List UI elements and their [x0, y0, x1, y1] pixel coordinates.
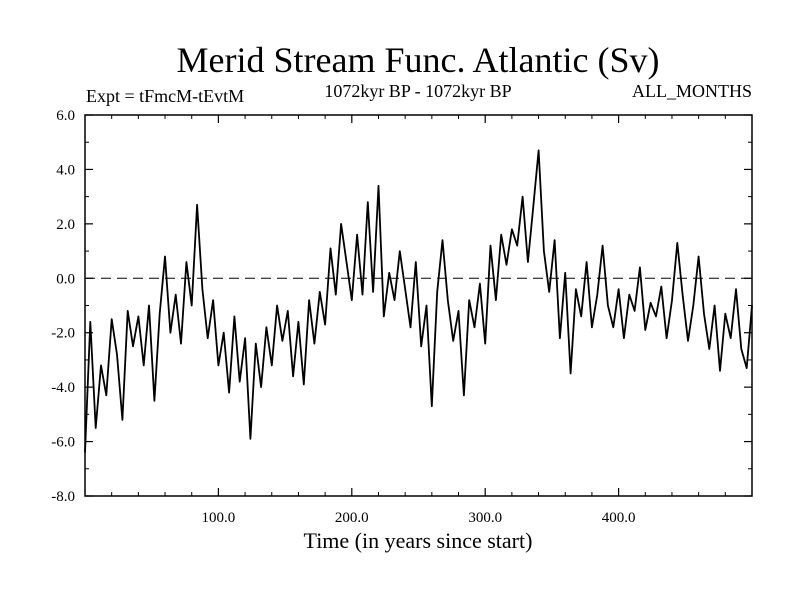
y-tick-label: -4.0 [51, 380, 75, 396]
x-tick-label: 300.0 [468, 510, 502, 526]
x-tick-label: 200.0 [335, 510, 369, 526]
x-axis-label: Time (in years since start) [304, 528, 533, 553]
period-label: 1072kyr BP - 1072kyr BP [324, 81, 511, 101]
y-tick-label: 4.0 [56, 162, 75, 178]
y-tick-label: 6.0 [56, 108, 75, 124]
x-tick-label: 400.0 [602, 510, 636, 526]
series-line-0 [84, 149, 753, 453]
experiment-label: Expt = tFmcM-tEvtM [86, 86, 244, 106]
series-layer [84, 149, 753, 453]
y-tick-label: 0.0 [56, 271, 75, 287]
months-label: ALL_MONTHS [632, 81, 752, 101]
chart-title: Merid Stream Func. Atlantic (Sv) [177, 40, 660, 80]
y-tick-label: -6.0 [51, 435, 75, 451]
x-tick-layer: 100.0 200.0 300.0 400.0 [111, 115, 726, 526]
y-tick-layer: 6.0 4.0 2.0 0.0 -2.0 -4.0 -6.0 -8.0 [51, 108, 752, 505]
y-tick-label: -8.0 [51, 489, 75, 505]
x-tick-label: 100.0 [202, 510, 236, 526]
y-tick-label: -2.0 [51, 326, 75, 342]
y-tick-label: 2.0 [56, 217, 75, 233]
